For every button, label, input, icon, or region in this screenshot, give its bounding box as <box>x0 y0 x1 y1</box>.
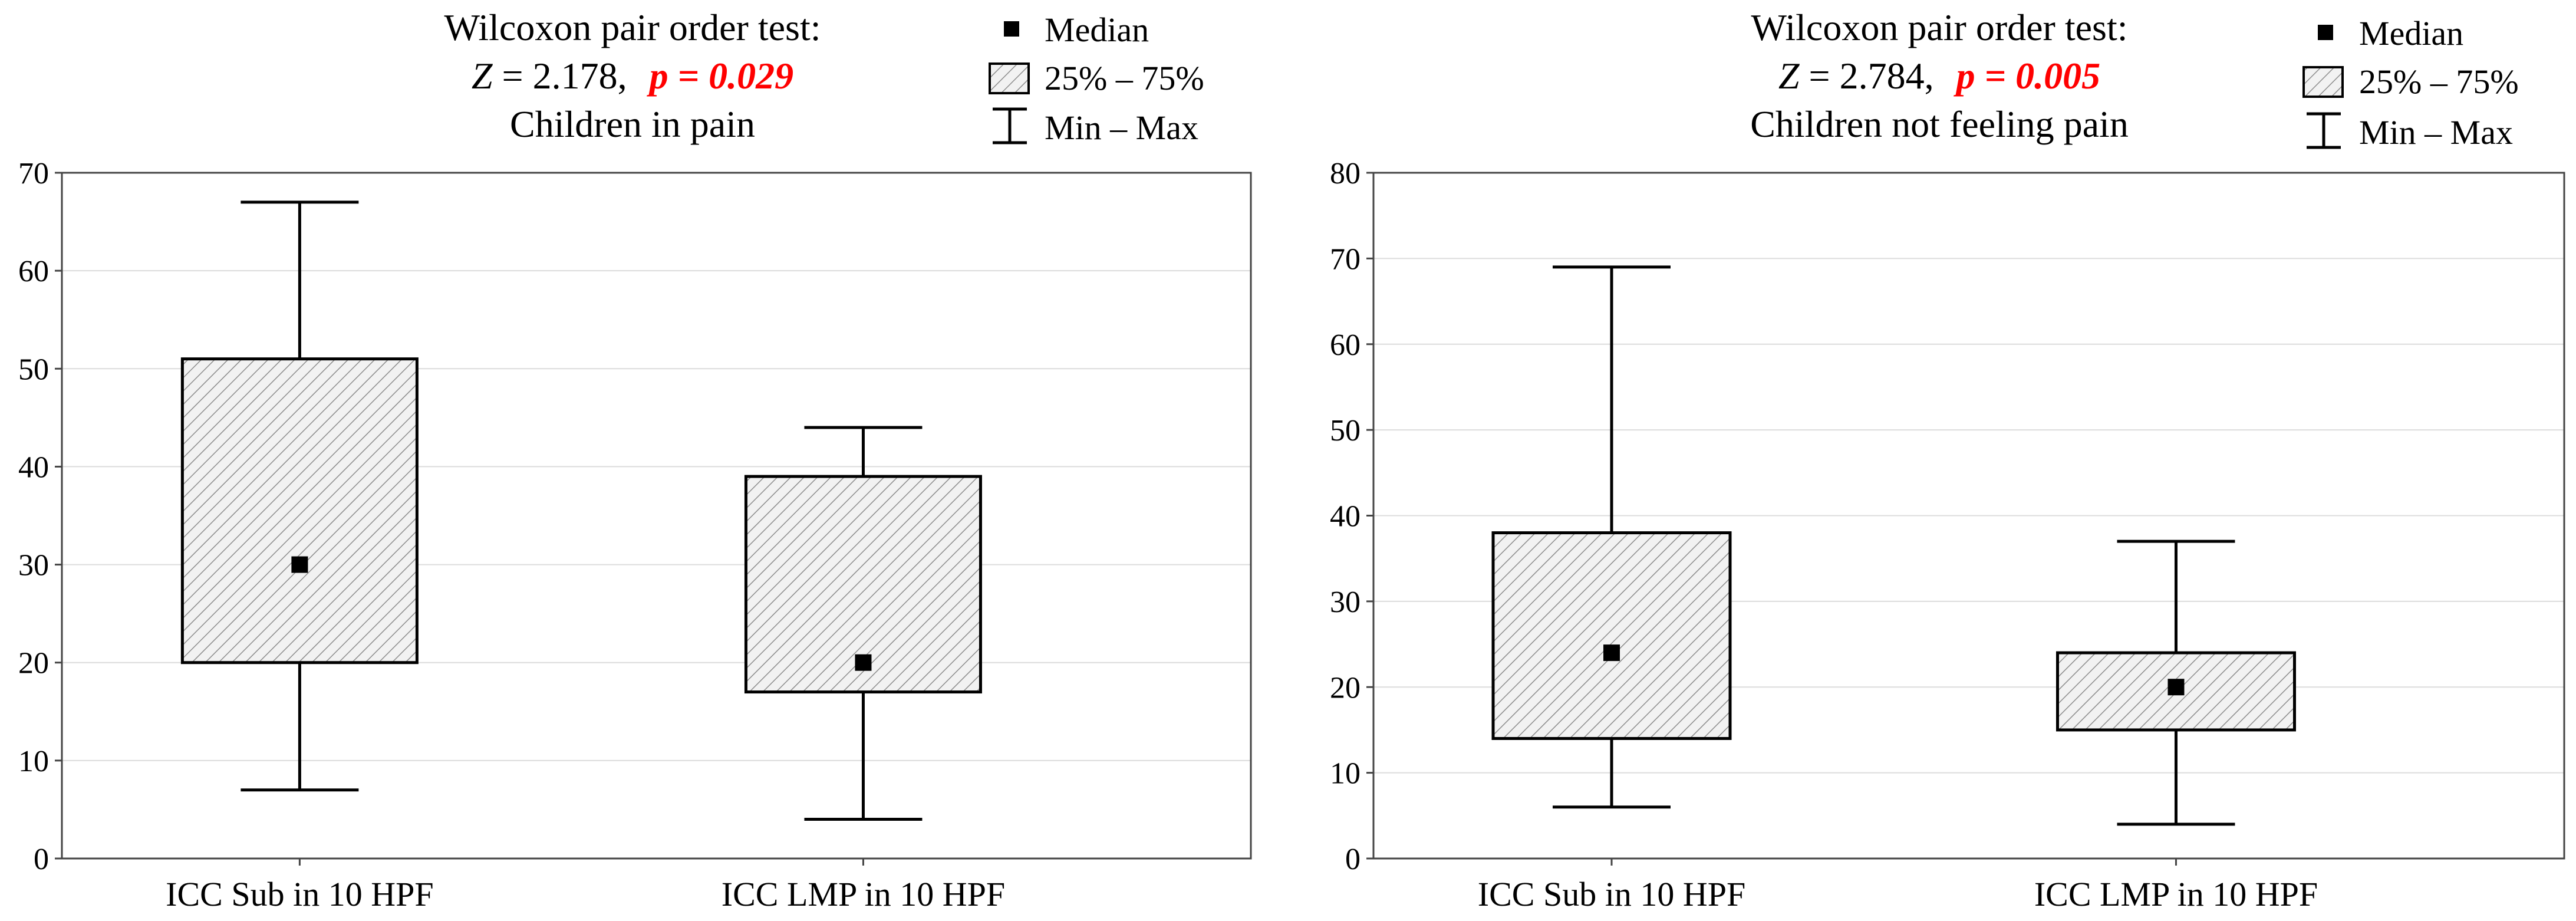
min-max-whisker-icon <box>993 107 1027 144</box>
median-marker <box>855 654 872 671</box>
iqr-box <box>1491 531 1732 740</box>
iqr-box <box>180 357 419 665</box>
y-tick-label: 40 <box>18 450 49 484</box>
y-tick-label: 70 <box>1330 242 1361 276</box>
median-marker-icon <box>1004 21 1019 37</box>
x-category-label: ICC Sub in 10 HPF <box>166 875 433 913</box>
y-tick-label: 30 <box>1330 586 1361 619</box>
legend-range-label: Min – Max <box>1045 108 1198 147</box>
p-value-right: p = 0.005 <box>1954 55 2100 97</box>
y-tick-label: 10 <box>1330 757 1361 791</box>
stat-line-right: Z = 2.784, p = 0.005 <box>1778 55 2100 97</box>
legend-range-label: Min – Max <box>2359 113 2513 152</box>
y-tick-label: 50 <box>18 353 49 386</box>
iqr-box-icon <box>989 63 1030 94</box>
x-category-label: ICC LMP in 10 HPF <box>2034 875 2318 913</box>
legend-iqr-label: 25% – 75% <box>2359 63 2519 101</box>
y-tick-label: 30 <box>18 549 49 583</box>
test-label-left: Wilcoxon pair order test: <box>444 6 821 48</box>
y-tick-label: 40 <box>1330 500 1361 534</box>
y-tick-label: 80 <box>1330 157 1361 190</box>
plot-frame <box>61 172 1252 860</box>
legend-iqr-label: 25% – 75% <box>1045 59 1204 97</box>
iqr-box-icon <box>2302 66 2344 98</box>
median-marker-icon <box>2318 25 2333 40</box>
z-value-right: = 2.784, <box>1809 55 1934 97</box>
y-tick-label: 20 <box>18 647 49 680</box>
test-label-right: Wilcoxon pair order test: <box>1751 6 2128 48</box>
y-tick-label: 50 <box>1330 414 1361 448</box>
legend-median-label: Median <box>1045 11 1149 49</box>
z-prefix-right: Z <box>1778 55 1800 97</box>
header-left: Wilcoxon pair order test: Z = 2.178, p =… <box>444 6 821 145</box>
y-tick-label: 20 <box>1330 671 1361 705</box>
median-marker <box>291 556 308 573</box>
min-max-whisker-icon <box>2307 112 2341 149</box>
chart-title-left: Children in pain <box>510 103 755 145</box>
y-tick-label: 0 <box>1345 843 1361 876</box>
y-tick-label: 10 <box>18 745 49 778</box>
p-value-left: p = 0.029 <box>647 55 793 97</box>
y-tick-label: 60 <box>1330 328 1361 362</box>
chart-panel-left: Wilcoxon pair order test: Z = 2.178, p =… <box>18 6 1252 913</box>
legend-right: Median 25% – 75% Min – Max <box>2302 14 2519 152</box>
legend-median-label: Median <box>2359 14 2463 52</box>
x-category-label: ICC Sub in 10 HPF <box>1478 875 1745 913</box>
z-prefix-left: Z <box>472 55 493 97</box>
stat-line-left: Z = 2.178, p = 0.029 <box>472 55 793 97</box>
legend-left: Median 25% – 75% Min – Max <box>989 11 1204 147</box>
plot-frame <box>1372 172 2565 860</box>
header-right: Wilcoxon pair order test: Z = 2.784, p =… <box>1750 6 2129 145</box>
median-marker <box>1603 644 1620 662</box>
chart-panel-right: Wilcoxon pair order test: Z = 2.784, p =… <box>1330 6 2565 913</box>
chart-title-right: Children not feeling pain <box>1750 103 2129 145</box>
y-tick-label: 70 <box>18 157 49 190</box>
median-marker <box>2167 679 2185 696</box>
plot-area-left: 0 10 20 30 40 50 60 70 ICC Sub in 10 HPF ICC LMP … <box>18 157 1252 913</box>
z-value-left: = 2.178, <box>502 55 627 97</box>
plot-area-right: 0 10 20 30 40 50 60 70 80 ICC Sub in 10 HPF ICC LM… <box>1330 157 2565 913</box>
y-tick-label: 60 <box>18 255 49 288</box>
x-category-label: ICC LMP in 10 HPF <box>722 875 1005 913</box>
y-tick-label: 0 <box>34 843 49 876</box>
